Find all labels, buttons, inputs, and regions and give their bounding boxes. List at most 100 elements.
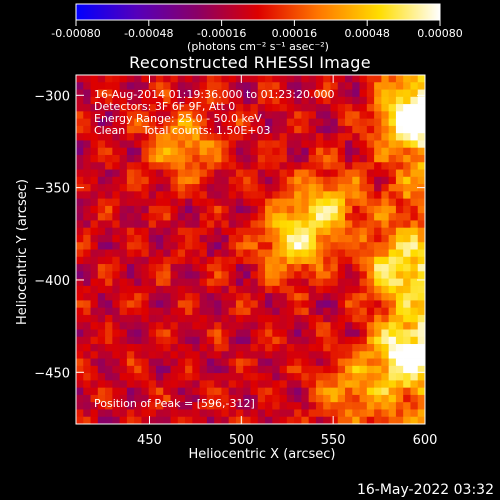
heatmap-cell [185,322,193,330]
heatmap-cell [359,169,368,178]
heatmap-cell [250,140,259,149]
heatmap-cell [279,125,288,134]
heatmap-cell [170,140,179,149]
heatmap-cell [388,264,397,272]
heatmap-cell [265,387,273,396]
heatmap-cell [294,154,302,163]
heatmap-cell [105,213,113,221]
heatmap-cell [272,227,280,236]
heatmap-cell [315,358,324,367]
heatmap-cell [90,104,99,112]
heatmap-cell [272,380,280,389]
heatmap-cell [308,380,317,389]
heatmap-cell [395,140,404,149]
heatmap-cell [417,249,425,258]
heatmap-cell [395,82,404,90]
heatmap-cell [235,322,244,330]
heatmap-cell [126,344,135,352]
heatmap-cell [294,373,302,381]
heatmap-cell [294,365,302,374]
heatmap-cell [272,300,280,309]
heatmap-cell [235,387,244,396]
heatmap-cell [272,242,280,250]
heatmap-cell [199,234,208,243]
heatmap-cell [170,358,179,367]
heatmap-cell [279,162,288,170]
heatmap-cell [163,300,171,309]
heatmap-cell [105,140,113,149]
heatmap-cell [410,213,419,221]
heatmap-cell [243,162,251,170]
heatmap-cell [345,82,353,90]
heatmap-cell [221,75,230,83]
heatmap-cell [192,351,200,359]
heatmap-cell [308,322,317,330]
heatmap-cell [265,191,273,199]
heatmap-cell [76,285,84,294]
heatmap-cell [206,293,215,301]
heatmap-cell [315,416,324,424]
heatmap-cell [192,198,200,207]
heatmap-cell [235,198,244,207]
heatmap-cell [250,249,259,258]
heatmap-cell [185,227,193,236]
heatmap-cell [308,285,317,294]
heatmap-cell [265,365,273,374]
heatmap-cell [279,220,288,229]
heatmap-cell [134,191,142,199]
heatmap-cell [359,162,368,170]
heatmap-cell [177,169,186,178]
heatmap-cell [403,373,411,381]
heatmap-cell [388,82,397,90]
heatmap-cell [345,380,353,389]
heatmap-cell [345,162,353,170]
heatmap-cell [323,242,331,250]
colorbar-tick-label: -0.00016 [197,27,246,40]
heatmap-cell [395,278,404,287]
heatmap-cell [177,198,186,207]
heatmap-cell [228,329,237,338]
heatmap-cell [83,351,91,359]
heatmap-cell [374,293,382,301]
heatmap-cell [76,373,84,381]
heatmap-cell [83,278,91,287]
heatmap-cell [134,264,142,272]
heatmap-cell [163,416,171,424]
heatmap-cell [366,220,375,229]
heatmap-cell [170,96,179,105]
heatmap-cell [257,351,266,359]
heatmap-cell [228,380,237,389]
heatmap-cell [417,75,425,83]
heatmap-cell [90,293,99,301]
heatmap-cell [119,271,128,279]
date-stamp: 16-May-2022 03:32 [357,482,494,498]
heatmap-cell [185,242,193,250]
heatmap-cell [250,322,259,330]
heatmap-cell [134,133,142,141]
heatmap-cell [359,365,368,374]
heatmap-cell [199,205,208,214]
heatmap-cell [134,249,142,258]
heatmap-cell [134,140,142,149]
heatmap-cell [112,205,121,214]
heatmap-cell [279,365,288,374]
heatmap-cell [279,234,288,243]
heatmap-cell [141,205,150,214]
heatmap-cell [163,154,171,163]
heatmap-cell [330,234,339,243]
heatmap-cell [250,111,259,120]
heatmap-cell [279,249,288,258]
heatmap-cell [381,205,390,214]
heatmap-cell [308,234,317,243]
heatmap-cell [294,169,302,178]
heatmap-cell [141,234,150,243]
heatmap-cell [119,133,128,141]
heatmap-cell [97,176,106,185]
heatmap-cell [185,256,193,265]
heatmap-cell [112,409,121,418]
heatmap-cell [359,394,368,403]
heatmap-cell [294,271,302,279]
heatmap-cell [90,394,99,403]
heatmap-cell [112,96,121,105]
heatmap-cell [388,336,397,345]
